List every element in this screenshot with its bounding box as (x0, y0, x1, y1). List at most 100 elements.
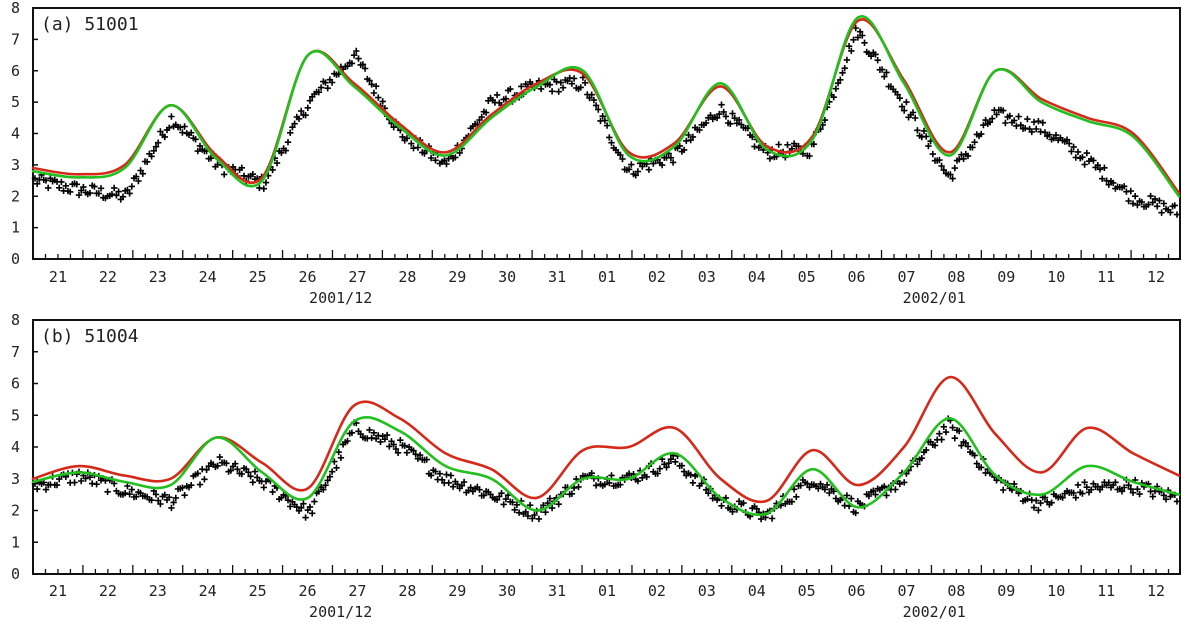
observation-point (852, 509, 859, 517)
observation-point (58, 178, 65, 186)
observation-point (181, 123, 188, 130)
observation-point (914, 127, 921, 134)
x-tick-label: 03 (698, 582, 716, 600)
observation-point (969, 144, 976, 151)
observation-point (834, 80, 842, 87)
observation-point (333, 464, 340, 471)
x-tick-label: 01 (598, 582, 616, 600)
observation-point (1099, 175, 1106, 182)
observation-point (546, 495, 554, 502)
observation-point (179, 484, 186, 491)
observation-point (839, 69, 846, 76)
observation-point (729, 110, 736, 117)
x-tick-label: 31 (548, 582, 566, 600)
observation-point (1112, 479, 1119, 486)
x-tick-label: 03 (698, 268, 716, 286)
observation-point (188, 482, 195, 489)
observation-point (588, 91, 595, 98)
observation-point (749, 133, 756, 141)
observation-point (456, 149, 463, 157)
observation-point (797, 482, 804, 489)
observation-point (1033, 125, 1040, 133)
y-tick-label: 7 (11, 343, 20, 361)
observation-point (940, 166, 947, 174)
observation-point (282, 147, 289, 154)
observation-point (757, 515, 765, 523)
observation-point (586, 94, 593, 102)
x-tick-label: 02 (648, 268, 666, 286)
observation-point (168, 504, 175, 512)
observation-point (515, 509, 523, 516)
observation-point (1105, 479, 1112, 486)
observation-point (1011, 480, 1018, 488)
observation-point (663, 464, 670, 471)
observation-point (689, 133, 697, 141)
observation-point (196, 481, 204, 488)
observation-point (401, 442, 408, 449)
observation-point (368, 81, 375, 88)
observation-point (410, 447, 417, 454)
observation-point (408, 140, 415, 147)
observation-point (161, 491, 168, 498)
observation-point (617, 151, 624, 159)
observation-point (31, 175, 39, 182)
observation-point (529, 515, 536, 522)
observation-point (881, 73, 888, 80)
panel-label: (a) 51001 (41, 14, 139, 35)
observation-point (544, 499, 551, 507)
observation-point (221, 171, 228, 178)
observation-point (931, 442, 939, 449)
observation-point (830, 94, 837, 101)
observation-point (1074, 481, 1082, 489)
observation-point (1149, 493, 1156, 500)
observation-point (1105, 181, 1112, 188)
observation-point (295, 115, 303, 122)
observation-point (306, 503, 314, 511)
observation-point (1035, 118, 1042, 125)
observation-point (56, 475, 63, 483)
observation-point (260, 185, 267, 192)
observation-point (86, 474, 94, 481)
observation-point (865, 492, 873, 500)
observation-point (397, 437, 404, 444)
observation-point (830, 488, 837, 495)
observation-point (232, 460, 239, 467)
y-tick-label: 3 (11, 470, 20, 488)
observation-point (148, 153, 155, 160)
observation-point (555, 501, 562, 508)
observation-point (577, 84, 584, 91)
observation-point (227, 467, 234, 474)
observation-point (366, 77, 373, 84)
observation-point (867, 53, 875, 60)
observation-point (383, 431, 391, 439)
x-tick-label: 11 (1097, 268, 1115, 286)
observation-point (172, 494, 179, 502)
x-tick-label: 26 (298, 268, 316, 286)
observation-point (287, 129, 294, 136)
observation-point (643, 473, 650, 481)
observation-point (861, 39, 868, 46)
observation-point (956, 427, 963, 435)
observation-point (1147, 192, 1154, 200)
observation-point (34, 180, 41, 187)
observation-point (403, 135, 411, 142)
observation-point (278, 149, 285, 156)
observation-point (251, 468, 259, 475)
observation-point (291, 120, 298, 127)
observation-point (625, 166, 633, 173)
observation-point (848, 47, 855, 55)
observation-point (300, 500, 307, 507)
observation-point (978, 130, 985, 138)
observation-point (592, 482, 600, 489)
observation-point (524, 512, 532, 520)
observation-point (1017, 121, 1024, 129)
observation-point (372, 83, 380, 90)
observation-point (522, 508, 529, 516)
y-tick-label: 7 (11, 30, 20, 48)
observation-point (1074, 148, 1082, 156)
observation-point (993, 111, 1000, 118)
observation-point (810, 141, 818, 148)
observation-point (938, 436, 945, 443)
